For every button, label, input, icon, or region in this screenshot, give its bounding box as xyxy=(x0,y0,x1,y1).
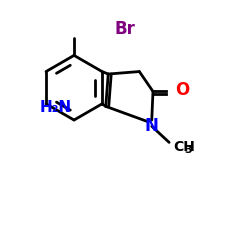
Text: CH: CH xyxy=(173,140,195,154)
Text: N: N xyxy=(145,117,159,135)
Text: H₂N: H₂N xyxy=(40,100,72,115)
Text: 3: 3 xyxy=(184,145,192,155)
Text: Br: Br xyxy=(114,20,136,38)
Text: O: O xyxy=(175,81,190,99)
